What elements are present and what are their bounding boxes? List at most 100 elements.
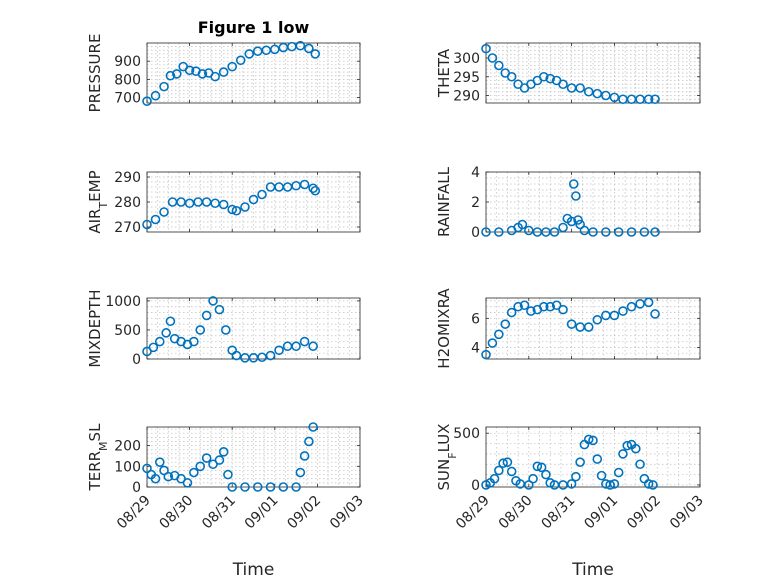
data-point bbox=[538, 301, 549, 312]
y-axis-label: H2OMIXRA bbox=[435, 288, 453, 369]
y-axis-label-main: SUN bbox=[435, 459, 453, 491]
data-point bbox=[605, 480, 615, 490]
data-point bbox=[643, 94, 654, 105]
data-point bbox=[310, 185, 321, 196]
y-tick-label: 300 bbox=[453, 51, 480, 67]
data-point bbox=[142, 96, 152, 106]
panel-h2omixra: 4 6 H2OMIXRA bbox=[435, 288, 701, 369]
y-tick-label: 6 bbox=[471, 311, 480, 327]
data-point bbox=[163, 471, 174, 482]
axes-box bbox=[485, 426, 701, 488]
data-point bbox=[500, 319, 511, 329]
y-axis-label-main: AIR bbox=[86, 209, 104, 234]
y-tick-label: 0 bbox=[471, 225, 480, 241]
data-point bbox=[517, 219, 528, 230]
data-point bbox=[299, 451, 310, 461]
y-tick-label: 270 bbox=[114, 220, 141, 236]
data-point bbox=[592, 88, 603, 99]
y-tick-label: 295 bbox=[453, 70, 480, 86]
data-point bbox=[481, 349, 491, 360]
data-point bbox=[227, 482, 237, 492]
panel-pressure: 700 800 900 PRESSURE Figure 1 low bbox=[86, 18, 361, 112]
y-tick-label: 4 bbox=[471, 165, 480, 181]
data-point bbox=[650, 309, 660, 319]
data-point bbox=[210, 71, 220, 82]
data-point bbox=[635, 459, 645, 470]
y-tick-label: 1000 bbox=[105, 294, 141, 310]
data-point bbox=[304, 43, 314, 54]
data-point bbox=[182, 478, 193, 488]
x-tick-label: 09/01 bbox=[242, 493, 282, 533]
data-point bbox=[299, 179, 310, 190]
y-tick-label: 0 bbox=[132, 480, 141, 496]
data-point bbox=[601, 90, 611, 101]
data-point bbox=[208, 296, 218, 306]
data-point bbox=[150, 473, 161, 484]
data-point bbox=[609, 310, 620, 321]
data-point bbox=[244, 49, 255, 59]
data-point bbox=[592, 314, 603, 325]
data-point bbox=[299, 336, 310, 347]
data-point bbox=[161, 328, 171, 338]
plot-area bbox=[147, 298, 360, 359]
data-point bbox=[308, 183, 318, 194]
y-axis-label: THETA bbox=[435, 48, 453, 98]
data-point bbox=[506, 307, 517, 318]
data-point bbox=[269, 44, 280, 55]
data-point bbox=[650, 94, 660, 105]
data-point bbox=[650, 227, 660, 237]
y-axis-label: MIXDEPTH bbox=[86, 289, 104, 367]
axes-box bbox=[146, 42, 361, 104]
data-point bbox=[218, 67, 229, 77]
data-point bbox=[195, 325, 206, 335]
data-point bbox=[571, 471, 581, 482]
data-point bbox=[231, 350, 242, 361]
x-tick-label: 08/29 bbox=[114, 493, 154, 533]
data-point bbox=[201, 453, 212, 463]
data-point bbox=[218, 447, 229, 457]
data-point bbox=[308, 341, 318, 352]
data-point bbox=[549, 227, 560, 237]
data-point bbox=[545, 301, 556, 312]
data-point bbox=[558, 304, 568, 315]
data-point bbox=[502, 457, 513, 467]
data-point bbox=[221, 325, 231, 335]
data-point bbox=[609, 479, 620, 489]
data-point bbox=[197, 69, 208, 79]
x-tick-label: 08/30 bbox=[496, 493, 536, 533]
data-point bbox=[214, 304, 225, 315]
data-point bbox=[526, 306, 536, 316]
data-point bbox=[513, 301, 523, 312]
data-point bbox=[265, 350, 276, 361]
axes-box bbox=[485, 42, 701, 104]
data-point bbox=[240, 482, 250, 492]
y-tick-label: 2 bbox=[471, 195, 480, 211]
y-axis-label: AIRTEMP bbox=[86, 170, 110, 233]
data-point bbox=[154, 336, 165, 347]
data-point bbox=[609, 92, 620, 103]
data-point bbox=[218, 199, 229, 210]
data-point bbox=[494, 465, 504, 476]
data-point bbox=[566, 216, 577, 227]
data-point bbox=[148, 342, 159, 353]
x-tick-label: 09/03 bbox=[327, 493, 367, 533]
data-point bbox=[159, 207, 169, 217]
data-point bbox=[643, 479, 654, 489]
data-point bbox=[558, 79, 568, 90]
data-point bbox=[643, 297, 654, 308]
y-tick-label: 0 bbox=[132, 352, 141, 368]
x-tick-label: 08/30 bbox=[157, 493, 197, 533]
x-axis-label: Time bbox=[232, 560, 275, 580]
data-point bbox=[227, 204, 237, 215]
data-point bbox=[142, 219, 152, 230]
data-point bbox=[532, 461, 543, 472]
y-tick-label: 900 bbox=[114, 54, 141, 70]
data-point bbox=[648, 480, 658, 490]
y-tick-label: 4 bbox=[471, 340, 480, 356]
x-tick-label: 08/31 bbox=[199, 493, 239, 533]
